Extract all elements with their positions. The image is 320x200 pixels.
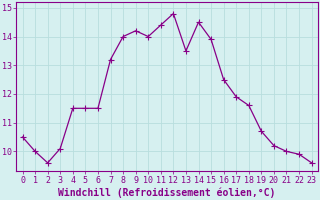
X-axis label: Windchill (Refroidissement éolien,°C): Windchill (Refroidissement éolien,°C)	[58, 187, 276, 198]
